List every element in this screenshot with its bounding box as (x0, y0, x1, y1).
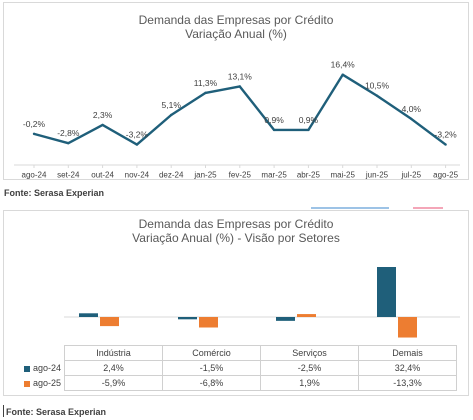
data-point (238, 85, 241, 88)
bar-ago-24 (276, 317, 295, 321)
x-tick-label: fev-25 (229, 171, 252, 179)
table-cell: 1,9% (260, 375, 359, 391)
table-cell: 32,4% (358, 360, 457, 376)
category-header: Comércio (162, 345, 261, 361)
x-tick-label: ago-24 (22, 171, 47, 179)
data-label: -2,8% (57, 128, 80, 138)
data-label: 0,9% (299, 115, 319, 125)
data-label: 0,9% (264, 115, 284, 125)
data-label: 13,1% (228, 71, 253, 81)
line-chart-subtitle: Variação Anual (%) (185, 27, 287, 41)
data-point (341, 73, 344, 76)
data-point (204, 91, 207, 95)
x-tick-label: jul-25 (401, 171, 422, 179)
sector-data-table: Indústria Comércio Serviços Demais ago-24 2,4… (18, 345, 457, 391)
table-row: ago-24 2,4% -1,5% -2,5% 32,4% (18, 360, 457, 376)
category-header: Indústria (64, 345, 163, 361)
decorative-bar-blue (311, 207, 389, 209)
line-chart-plot: ago-24 set-24 out-24 nov-24 dez-24 jan-25 fev-… (14, 60, 460, 179)
legend-swatch (24, 365, 30, 372)
data-point (170, 113, 173, 117)
category-header: Serviços (260, 345, 359, 361)
x-tick-label: jun-25 (365, 171, 389, 179)
bar-ago-25 (100, 317, 119, 327)
data-point (444, 143, 447, 146)
data-point (32, 132, 36, 136)
bar-ago-24 (178, 317, 197, 320)
table-cell: -5,9% (64, 375, 163, 391)
bar-ago-25 (199, 317, 218, 328)
data-label: 2,3% (93, 110, 113, 120)
bar-ago-24 (377, 267, 396, 317)
bar-ago-25 (398, 317, 417, 338)
table-cell: -1,5% (162, 360, 261, 376)
sector-chart-title: Demanda das Empresas por Crédito (138, 217, 334, 231)
table-cell: -13,3% (358, 375, 457, 391)
data-label: -0,2% (23, 119, 46, 129)
table-cell: 2,4% (64, 360, 163, 376)
legend-label: ago-24 (33, 363, 62, 373)
sector-chart-plot (64, 267, 460, 338)
data-label: 10,5% (365, 81, 390, 91)
x-tick-label: mai-25 (330, 171, 355, 179)
data-label: -3,2% (434, 130, 457, 140)
data-point (135, 143, 139, 146)
data-label: 16,4% (331, 60, 356, 70)
table-cell: -2,5% (260, 360, 359, 376)
line-chart-source: Fonte: Serasa Experian (4, 188, 105, 198)
data-point (67, 141, 70, 145)
category-header: Demais (358, 345, 457, 361)
x-tick-label: set-24 (57, 171, 80, 179)
bar-ago-24 (79, 313, 98, 317)
data-point (307, 128, 310, 132)
line-chart-panel: Demanda das Empresas por Crédito Variaçã… (3, 2, 469, 180)
text-cursor (3, 405, 4, 417)
sector-chart-subtitle: Variação Anual (%) - Visão por Setores (132, 231, 340, 245)
data-point (410, 117, 413, 121)
legend-label: ago-25 (33, 378, 62, 388)
line-chart-title: Demanda das Empresas por Crédito (138, 13, 334, 27)
sector-chart-source: Fonte: Serasa Experian (6, 407, 107, 417)
data-label: 4,0% (402, 104, 422, 114)
legend-key: ago-24 (18, 361, 65, 376)
table-cell: -6,8% (162, 375, 261, 391)
data-label: 5,1% (162, 100, 182, 110)
bar-ago-25 (297, 314, 316, 317)
x-tick-label: nov-24 (125, 171, 150, 179)
x-tick-label: abr-25 (297, 171, 321, 179)
data-label: -3,2% (126, 130, 149, 140)
table-corner (18, 346, 65, 361)
x-tick-label: out-24 (91, 171, 114, 179)
legend-swatch (24, 380, 30, 387)
table-row: ago-25 -5,9% -6,8% 1,9% -13,3% (18, 375, 457, 391)
decorative-bar-pink (413, 207, 443, 209)
sector-chart-panel: Demanda das Empresas por Crédito Variaçã… (3, 210, 469, 396)
x-tick-label: mar-25 (261, 171, 287, 179)
data-point (272, 128, 276, 132)
data-point (101, 123, 104, 127)
legend-key: ago-25 (18, 376, 65, 391)
x-tick-label: jan-25 (193, 171, 217, 179)
data-label: 11,3% (194, 78, 218, 88)
x-tick-label: ago-25 (433, 171, 458, 179)
data-point (375, 94, 379, 97)
x-tick-label: dez-24 (159, 171, 184, 179)
